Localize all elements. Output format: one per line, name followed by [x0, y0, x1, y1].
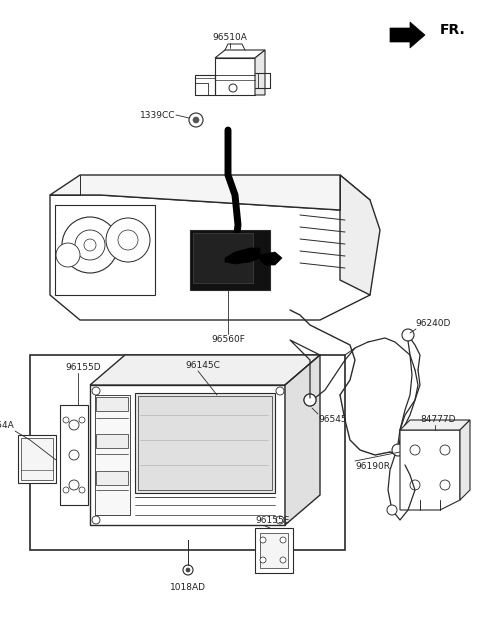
Polygon shape: [400, 420, 470, 430]
Circle shape: [440, 445, 450, 455]
Circle shape: [79, 417, 85, 423]
Circle shape: [106, 218, 150, 262]
Circle shape: [69, 420, 79, 430]
Circle shape: [186, 568, 190, 572]
Polygon shape: [50, 195, 370, 320]
Bar: [96, 397, 128, 411]
Circle shape: [260, 537, 266, 543]
Circle shape: [69, 450, 79, 460]
Circle shape: [56, 243, 80, 267]
Polygon shape: [255, 50, 265, 95]
Bar: [18, 435, 56, 483]
Circle shape: [75, 230, 105, 260]
Text: 96145C: 96145C: [185, 361, 220, 370]
Circle shape: [183, 565, 193, 575]
Circle shape: [276, 516, 284, 524]
Circle shape: [62, 217, 118, 273]
Circle shape: [118, 230, 138, 250]
Bar: [55, 205, 155, 295]
Circle shape: [276, 387, 284, 395]
Text: 96190R: 96190R: [355, 462, 390, 471]
Text: 96560F: 96560F: [211, 335, 245, 344]
Polygon shape: [260, 252, 282, 265]
Polygon shape: [90, 355, 320, 385]
Circle shape: [69, 480, 79, 490]
Circle shape: [304, 394, 316, 406]
Bar: [135, 393, 275, 493]
Bar: [255, 528, 293, 573]
Text: 96510A: 96510A: [213, 33, 247, 42]
Bar: [96, 471, 128, 485]
Circle shape: [440, 480, 450, 490]
Polygon shape: [340, 175, 380, 295]
Polygon shape: [460, 420, 470, 500]
Circle shape: [280, 537, 286, 543]
Circle shape: [229, 84, 237, 92]
Polygon shape: [390, 22, 425, 48]
Circle shape: [402, 329, 414, 341]
Circle shape: [387, 505, 397, 515]
Polygon shape: [225, 248, 260, 264]
Polygon shape: [400, 430, 460, 510]
Circle shape: [410, 480, 420, 490]
Polygon shape: [50, 175, 370, 240]
Circle shape: [304, 394, 316, 406]
Text: 96155E: 96155E: [255, 516, 289, 525]
Circle shape: [189, 113, 203, 127]
Text: 96155D: 96155D: [65, 363, 101, 372]
Polygon shape: [285, 355, 320, 525]
Bar: [95, 395, 130, 515]
Circle shape: [193, 117, 199, 123]
Bar: [60, 405, 88, 505]
Text: 96554A: 96554A: [0, 421, 14, 430]
Circle shape: [410, 445, 420, 455]
Bar: [193, 233, 253, 283]
Bar: [30, 355, 345, 550]
Circle shape: [92, 387, 100, 395]
Text: FR.: FR.: [440, 23, 466, 37]
Polygon shape: [215, 50, 265, 58]
Text: 84777D: 84777D: [420, 415, 456, 424]
Circle shape: [92, 516, 100, 524]
Text: 1018AD: 1018AD: [170, 583, 206, 592]
Text: 96240D: 96240D: [415, 319, 450, 328]
Bar: [138, 396, 272, 490]
Text: 96545: 96545: [318, 415, 347, 424]
Polygon shape: [215, 58, 255, 95]
Bar: [260, 533, 288, 568]
Circle shape: [84, 239, 96, 251]
Bar: [96, 434, 128, 448]
Bar: [190, 230, 270, 290]
Text: 1339CC: 1339CC: [140, 111, 175, 119]
Polygon shape: [90, 385, 285, 525]
Circle shape: [392, 444, 404, 456]
Circle shape: [63, 417, 69, 423]
Circle shape: [79, 487, 85, 493]
Bar: [21, 438, 53, 480]
Circle shape: [63, 487, 69, 493]
Circle shape: [260, 557, 266, 563]
Circle shape: [280, 557, 286, 563]
